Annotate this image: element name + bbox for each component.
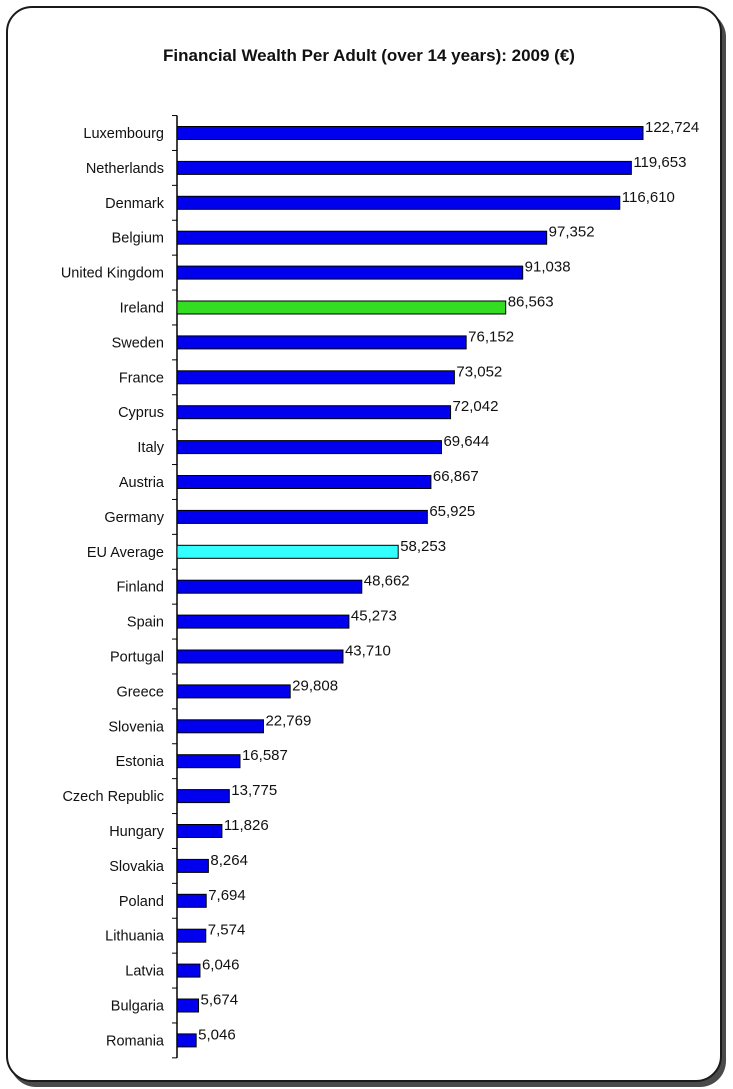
category-labels: Luxembourg Netherlands Denmark Belgium Unite… xyxy=(61,126,165,1049)
value-label: 45,273 xyxy=(351,608,397,625)
bar-czech-republic xyxy=(176,789,230,804)
bar-spain xyxy=(176,614,350,629)
bar-greece xyxy=(176,684,291,699)
category-label: Estonia xyxy=(116,754,165,770)
category-label: France xyxy=(119,370,164,386)
bar-cyprus xyxy=(176,405,452,420)
category-label: Netherlands xyxy=(86,161,164,177)
category-label: Poland xyxy=(119,894,164,910)
value-label: 65,925 xyxy=(429,503,475,520)
value-label: 58,253 xyxy=(400,538,446,555)
bars xyxy=(176,126,644,1048)
value-label: 6,046 xyxy=(202,957,240,974)
value-label: 5,046 xyxy=(198,1026,236,1043)
category-label: Finland xyxy=(116,580,164,596)
value-label: 7,574 xyxy=(208,922,246,939)
category-label: Ireland xyxy=(120,301,164,317)
category-label: Germany xyxy=(104,510,164,526)
bar-austria xyxy=(176,475,432,489)
value-label: 73,052 xyxy=(456,363,502,380)
value-labels: 122,724 119,653 116,610 97,352 91,038 86,563 7… xyxy=(198,119,699,1043)
bar-slovakia xyxy=(176,858,209,873)
category-label: Sweden xyxy=(112,335,164,351)
bar-italy xyxy=(176,440,442,455)
y-axis xyxy=(172,115,178,1059)
category-label: Belgium xyxy=(112,231,164,247)
category-label: Hungary xyxy=(109,824,165,840)
value-label: 97,352 xyxy=(549,224,595,241)
category-label: Italy xyxy=(137,440,164,456)
bar-romania xyxy=(176,1033,197,1048)
category-label: Portugal xyxy=(110,650,164,666)
category-label: Latvia xyxy=(125,964,165,980)
value-label: 66,867 xyxy=(433,468,479,485)
bar-hungary xyxy=(176,824,223,838)
value-label: 119,653 xyxy=(633,154,686,171)
bar-netherlands xyxy=(176,160,632,175)
bar-united-kingdom xyxy=(176,265,524,280)
bar-france xyxy=(176,370,455,385)
value-label: 43,710 xyxy=(345,643,391,660)
chart-title: Financial Wealth Per Adult (over 14 year… xyxy=(163,46,575,65)
category-label: Denmark xyxy=(105,196,165,212)
value-label: 13,775 xyxy=(231,782,277,799)
bar-finland xyxy=(176,579,363,594)
value-label: 86,563 xyxy=(508,294,554,311)
value-label: 72,042 xyxy=(453,398,499,415)
category-label: EU Average xyxy=(87,545,164,561)
bar-lithuania xyxy=(176,928,207,943)
value-label: 16,587 xyxy=(242,747,288,764)
value-label: 22,769 xyxy=(265,712,311,729)
category-label: Bulgaria xyxy=(111,999,165,1015)
bar-eu-average xyxy=(176,544,399,559)
bar-poland xyxy=(176,893,207,908)
value-label: 91,038 xyxy=(525,259,571,276)
category-label: Cyprus xyxy=(118,405,164,421)
value-label: 76,152 xyxy=(468,328,514,345)
value-label: 7,694 xyxy=(208,887,246,904)
value-label: 48,662 xyxy=(364,573,410,590)
value-label: 5,674 xyxy=(201,992,239,1009)
bar-germany xyxy=(176,509,428,524)
category-label: Lithuania xyxy=(105,929,165,945)
bar-belgium xyxy=(176,230,548,245)
category-label: Czech Republic xyxy=(62,789,164,805)
bar-latvia xyxy=(176,963,201,978)
value-label: 116,610 xyxy=(622,189,675,206)
bar-portugal xyxy=(176,649,344,664)
value-label: 8,264 xyxy=(210,852,248,869)
chart-frame xyxy=(6,6,722,1082)
bar-denmark xyxy=(176,195,621,210)
bar-sweden xyxy=(176,335,467,350)
category-label: Luxembourg xyxy=(83,126,164,142)
category-label: Spain xyxy=(127,615,164,631)
value-label: 69,644 xyxy=(443,433,489,450)
bar-luxembourg xyxy=(176,126,644,140)
category-label: Greece xyxy=(116,684,164,700)
value-label: 29,808 xyxy=(292,677,338,694)
bar-bulgaria xyxy=(176,998,200,1013)
bar-slovenia xyxy=(176,719,264,734)
bar-estonia xyxy=(176,754,241,769)
category-label: United Kingdom xyxy=(61,266,164,282)
value-label: 122,724 xyxy=(645,119,699,136)
category-label: Slovakia xyxy=(109,859,165,875)
value-label: 11,826 xyxy=(224,817,269,834)
category-label: Romania xyxy=(106,1033,165,1049)
category-label: Austria xyxy=(119,475,165,491)
category-label: Slovenia xyxy=(108,719,165,735)
bar-ireland xyxy=(176,300,507,315)
